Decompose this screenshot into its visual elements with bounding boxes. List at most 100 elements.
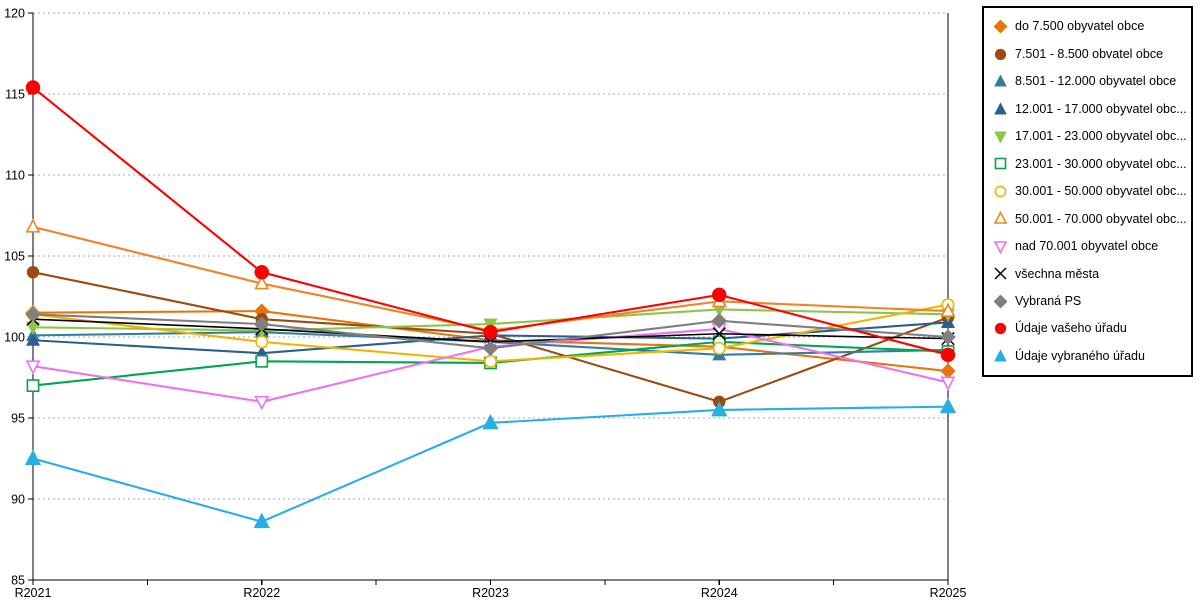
x-marker-icon <box>712 327 726 341</box>
circle-marker-icon <box>483 354 498 368</box>
legend-item-label: všechna města <box>1015 266 1100 281</box>
legend-marker <box>994 74 1007 87</box>
legend-marker <box>994 48 1007 60</box>
legend-marker <box>993 19 1008 34</box>
legend-item-label: nad 70.001 obyvatel obce <box>1015 239 1159 254</box>
legend-item-label: Vybraná PS <box>1015 294 1082 308</box>
triangle-up-marker-icon <box>482 413 499 430</box>
series-line <box>31 225 950 332</box>
circle-marker-icon <box>712 287 727 303</box>
triangle-down-marker-icon <box>26 321 40 336</box>
legend-item-label: 7.501 - 8.500 obvatel obce <box>1015 46 1164 61</box>
y-axis-label: 95 <box>11 412 25 426</box>
x-axis-label: R2025 <box>930 586 967 600</box>
y-axis-label: 90 <box>11 493 25 507</box>
triangle-up-marker-icon <box>940 302 956 317</box>
legend-marker <box>993 211 1008 225</box>
triangle-down-marker-icon <box>994 131 1007 144</box>
circle-marker-icon <box>994 48 1007 60</box>
diamond-marker-icon <box>711 313 727 329</box>
legend-item: Údaje vašeho úřadu <box>993 321 1187 336</box>
y-axis-label: 85 <box>11 574 25 588</box>
legend-marker <box>993 294 1008 309</box>
circle-marker-icon <box>255 335 269 349</box>
legend-item-label: 8.501 - 12.000 obyvatel obce <box>1015 74 1177 89</box>
legend-item: 7.501 - 8.500 obvatel obce <box>993 47 1187 62</box>
legend-item-label: 23.001 - 30.000 obyvatel obc... <box>1015 156 1187 171</box>
legend-marker <box>994 349 1007 362</box>
legend-item-label: do 7.500 obyvatel obce <box>1015 19 1145 34</box>
triangle-up-marker-icon <box>25 218 41 233</box>
square-marker-icon <box>994 158 1007 170</box>
y-axis-label: 105 <box>4 250 25 264</box>
x-axis-label: R2023 <box>472 586 509 600</box>
diamond-marker-icon <box>25 306 41 323</box>
triangle-down-marker-icon <box>993 241 1008 254</box>
triangle-up-marker-icon <box>994 349 1007 362</box>
y-axis-label: 110 <box>5 169 25 183</box>
triangle-up-marker-icon <box>254 275 270 290</box>
circle-marker-icon <box>483 324 498 340</box>
legend-item: 17.001 - 23.000 obyvatel obc... <box>993 129 1187 144</box>
legend-item-label: 17.001 - 23.000 obyvatel obc... <box>1015 129 1187 144</box>
triangle-up-marker-icon <box>994 102 1007 115</box>
legend-item: 23.001 - 30.000 obyvatel obc... <box>993 156 1187 171</box>
square-marker-icon <box>26 379 40 392</box>
diamond-marker-icon <box>254 316 270 332</box>
y-axis-label: 120 <box>4 7 25 21</box>
legend-item: nad 70.001 obyvatel obce <box>993 239 1187 254</box>
legend-item: všechna města <box>993 266 1187 281</box>
triangle-up-marker-icon <box>24 449 42 465</box>
legend-item: Vybraná PS <box>993 294 1187 309</box>
triangle-down-marker-icon <box>254 395 270 411</box>
triangle-down-marker-icon <box>940 376 956 391</box>
x-axis-label: R2024 <box>701 586 738 600</box>
legend-marker <box>993 241 1008 254</box>
legend-item: do 7.500 obyvatel obce <box>993 19 1187 34</box>
circle-marker-icon <box>712 341 726 355</box>
circle-marker-icon <box>994 185 1007 198</box>
circle-marker-icon <box>26 265 40 279</box>
y-axis-label: 115 <box>5 88 25 102</box>
triangle-up-marker-icon <box>994 74 1007 87</box>
legend-item-label: Údaje vašeho úřadu <box>1015 321 1127 336</box>
legend-item: Údaje vybraného úřadu <box>993 349 1187 364</box>
y-axis-label: 100 <box>4 331 25 345</box>
x-axis-label: R2022 <box>243 586 280 600</box>
circle-marker-icon <box>994 323 1007 335</box>
legend-marker <box>994 267 1007 280</box>
triangle-up-marker-icon <box>711 400 728 417</box>
circle-marker-icon <box>25 80 41 95</box>
legend-item-label: 30.001 - 50.000 obyvatel obc... <box>1015 184 1187 199</box>
x-marker-icon <box>994 267 1007 280</box>
diamond-marker-icon <box>482 340 499 357</box>
triangle-up-marker-icon <box>993 211 1008 225</box>
legend-item-label: 50.001 - 70.000 obyvatel obc... <box>1015 211 1187 226</box>
triangle-down-marker-icon <box>25 360 41 375</box>
legend-marker <box>994 185 1007 198</box>
circle-marker-icon <box>254 264 269 280</box>
legend-item: 30.001 - 50.000 obyvatel obc... <box>993 184 1187 199</box>
circle-marker-icon <box>940 347 956 363</box>
triangle-up-marker-icon <box>26 332 40 346</box>
triangle-up-marker-icon <box>253 512 270 529</box>
square-marker-icon <box>255 354 269 368</box>
legend-marker <box>994 131 1007 144</box>
legend-item-label: 12.001 - 17.000 obyvatel obc... <box>1015 101 1187 116</box>
series-line <box>31 86 950 356</box>
diamond-marker-icon <box>940 363 956 379</box>
legend-item-label: Údaje vybraného úřadu <box>1015 348 1145 363</box>
x-axis-label: R2021 <box>15 586 52 600</box>
legend-item: 12.001 - 17.000 obyvatel obc... <box>993 102 1187 117</box>
legend: do 7.500 obyvatel obce 7.501 - 8.500 obva… <box>982 6 1193 377</box>
triangle-up-marker-icon <box>939 397 957 414</box>
diamond-marker-icon <box>993 294 1008 309</box>
diamond-marker-icon <box>940 329 956 345</box>
legend-marker <box>994 158 1007 170</box>
legend-marker <box>994 323 1007 335</box>
legend-item: 8.501 - 12.000 obyvatel obce <box>993 74 1187 89</box>
diamond-marker-icon <box>993 19 1008 34</box>
legend-item: 50.001 - 70.000 obyvatel obc... <box>993 211 1187 226</box>
